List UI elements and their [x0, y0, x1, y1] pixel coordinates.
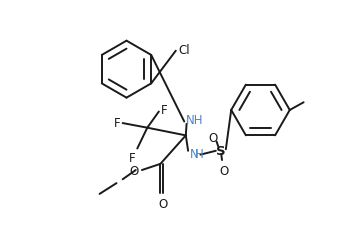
Text: O: O — [208, 132, 217, 144]
Text: S: S — [216, 144, 225, 157]
Text: N: N — [190, 148, 199, 161]
Text: O: O — [159, 197, 168, 210]
Text: O: O — [219, 164, 228, 177]
Text: F: F — [129, 151, 136, 164]
Text: NH: NH — [186, 114, 203, 127]
Text: O: O — [130, 164, 139, 177]
Text: F: F — [114, 116, 120, 129]
Text: Cl: Cl — [178, 44, 190, 57]
Text: F: F — [161, 103, 168, 116]
Text: H: H — [195, 148, 204, 161]
